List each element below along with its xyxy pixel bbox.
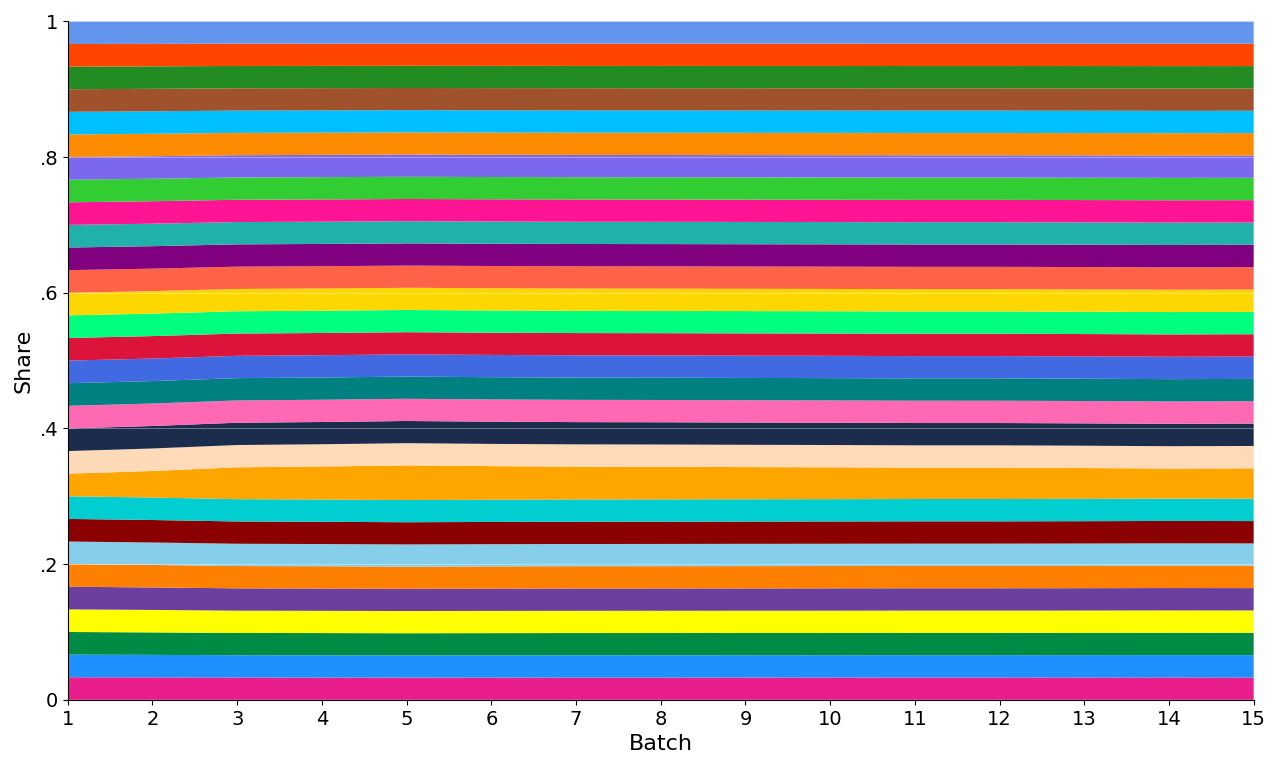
Y-axis label: Share: Share xyxy=(14,329,33,392)
X-axis label: Batch: Batch xyxy=(628,734,692,754)
